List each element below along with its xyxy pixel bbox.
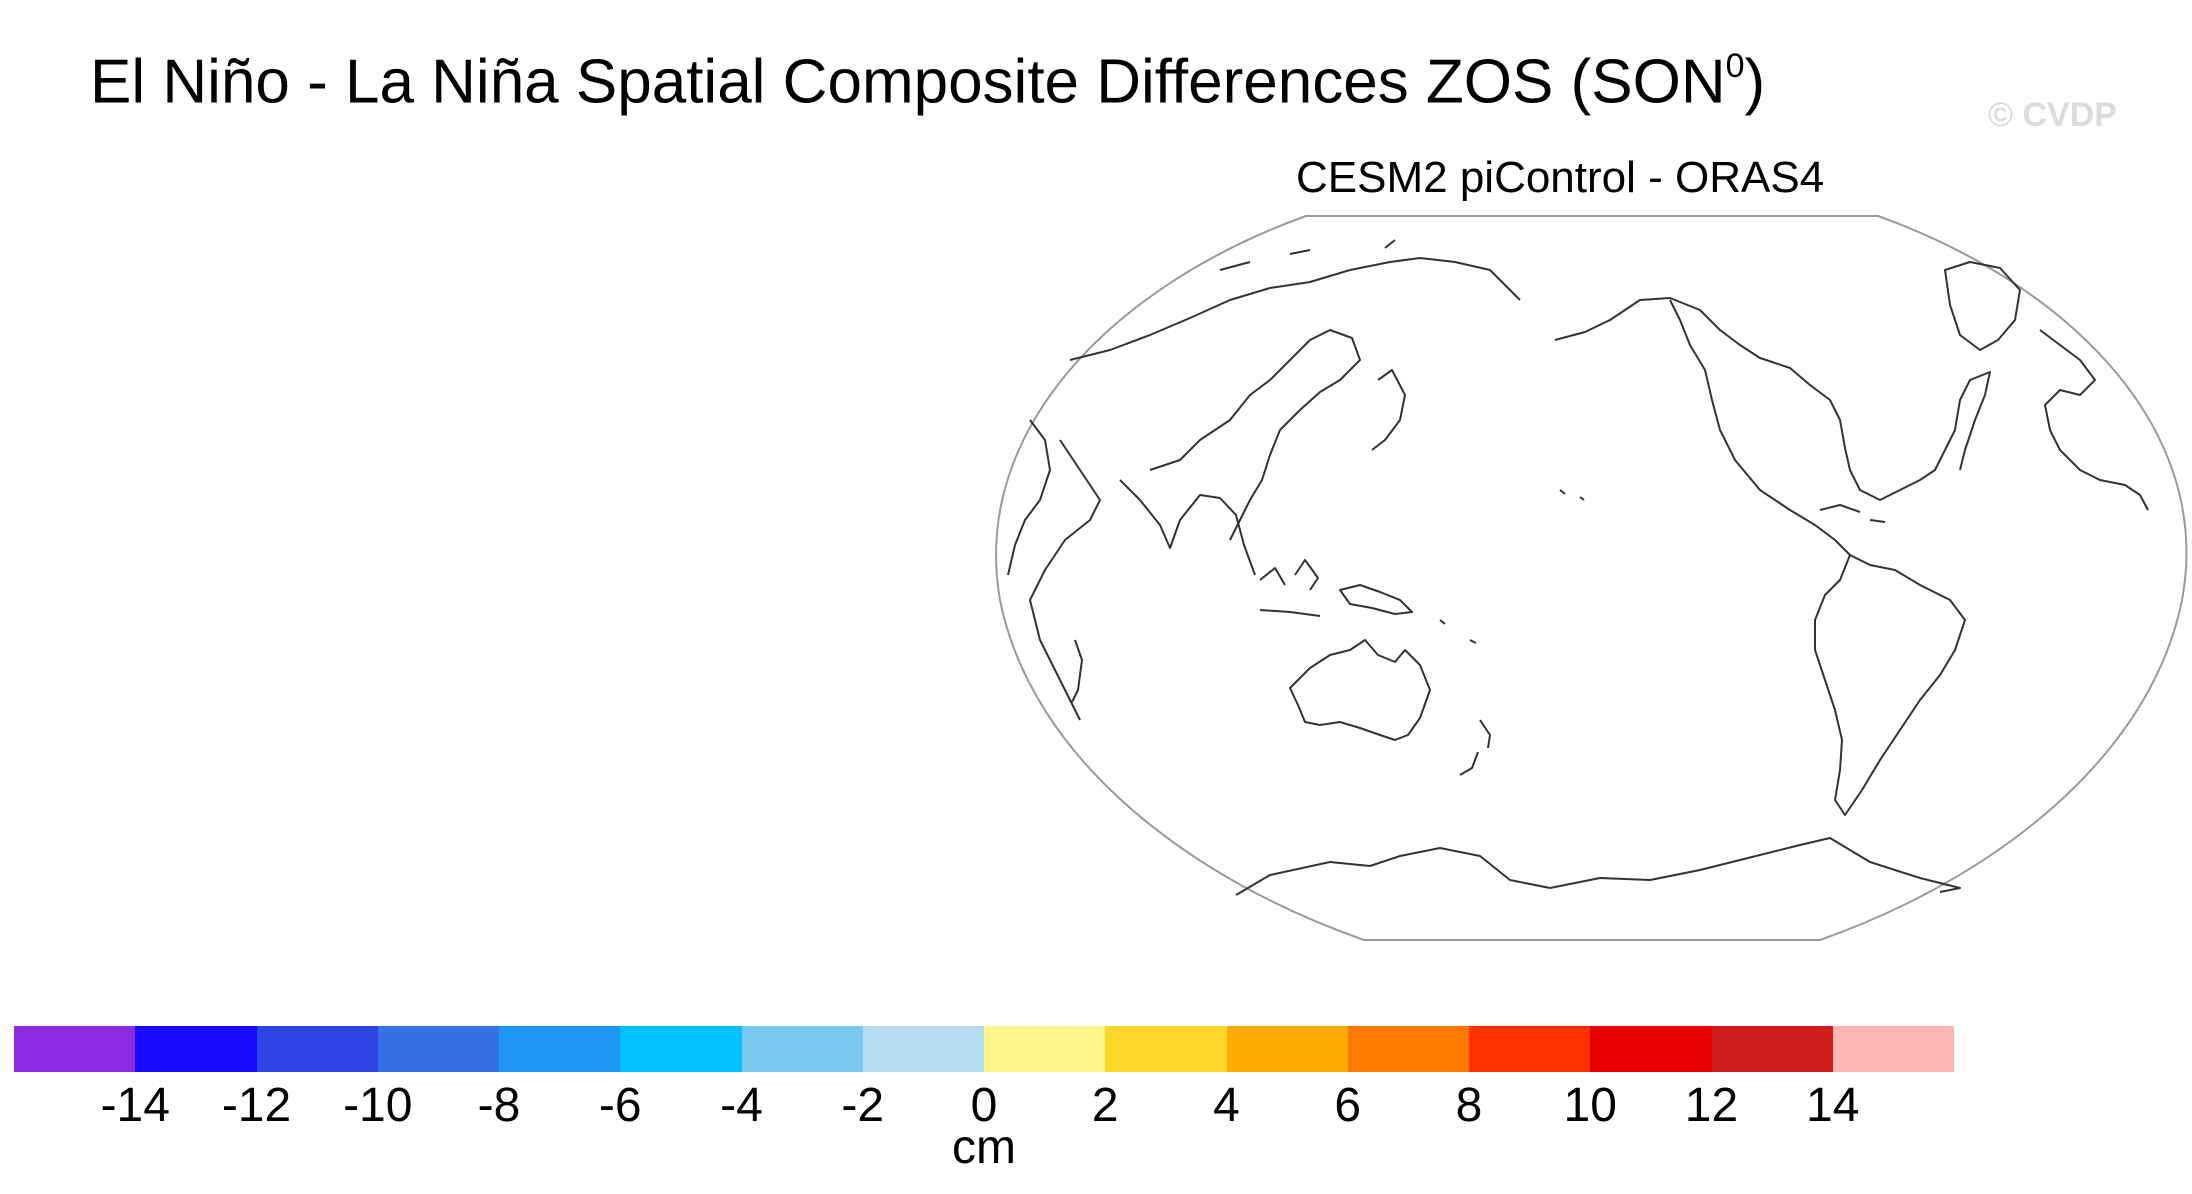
coastline-canada-west: [1669, 299, 1851, 556]
robinson-globe-outline: [995, 215, 2188, 941]
colorbar-cell: [499, 1026, 621, 1072]
coastline-pacific-islands: [1439, 489, 1585, 644]
colorbar-cell: [377, 1026, 499, 1072]
colorbar-cell: [14, 1026, 136, 1072]
colorbar: [14, 1026, 1954, 1072]
colorbar-cell: [984, 1026, 1106, 1072]
coastline-new-zealand: [1459, 719, 1491, 776]
coastline-northern-eurasia: [1069, 257, 1521, 361]
colorbar-cell: [1711, 1026, 1833, 1072]
colorbar-cell: [862, 1026, 984, 1072]
colorbar-tick-label: 2: [1091, 1079, 1119, 1132]
colorbar-tick-label: 8: [1455, 1079, 1483, 1132]
colorbar-tick-label: -2: [841, 1079, 885, 1132]
colorbar-cell: [1347, 1026, 1469, 1072]
coastline-europe-africa-west: [2039, 329, 2149, 511]
colorbar-cell: [1469, 1026, 1591, 1072]
coastline-caribbean: [1819, 504, 1886, 523]
coastline-new-guinea: [1339, 584, 1413, 615]
coastlines: [1007, 239, 2149, 896]
coastline-africa-west-edge: [1007, 419, 1051, 576]
coastline-south-america: [1814, 554, 1966, 816]
colorbar-cell: [741, 1026, 863, 1072]
colorbar-tick-label: 6: [1334, 1079, 1362, 1132]
colorbar-tick-label: -6: [598, 1079, 642, 1132]
colorbar-tick-label: -4: [720, 1079, 763, 1132]
colorbar-tick-label: -8: [477, 1079, 521, 1132]
colorbar-tick-label: 4: [1213, 1079, 1240, 1132]
colorbar-tick-label: -14: [100, 1079, 170, 1132]
colorbar-tick-label: -10: [343, 1079, 413, 1132]
coastline-indonesia: [1259, 559, 1321, 617]
title-text: El Niño - La Niña Spatial Composite Diff…: [90, 47, 1726, 117]
colorbar-cell: [135, 1026, 257, 1072]
colorbar-tick-label: 12: [1684, 1079, 1739, 1132]
cvdp-watermark: © CVDP: [1988, 96, 2117, 134]
coastline-madagascar: [1071, 639, 1083, 703]
coastline-south-asia: [1119, 479, 1256, 576]
colorbar-cell: [256, 1026, 378, 1072]
coastline-japan: [1371, 369, 1406, 451]
colorbar-ticks: -14 -12 -10 -8 -6 -4 -2 0 2 4 6 8 10 12 14: [0, 1078, 2192, 1134]
panel-subtitle: CESM2 piControl - ORAS4: [1296, 153, 1825, 202]
coastline-east-asia: [1149, 329, 1361, 541]
colorbar-cell: [1226, 1026, 1348, 1072]
coastline-africa-east: [1029, 439, 1101, 721]
figure-title: El Niño - La Niña Spatial Composite Diff…: [90, 30, 1765, 123]
coastline-north-america: [1554, 297, 1991, 501]
colorbar-cell: [1832, 1026, 1954, 1072]
coastline-arctic-islands: [1219, 239, 1396, 271]
colorbar-cell: [1590, 1026, 1712, 1072]
colorbar-tick-label: 10: [1563, 1079, 1617, 1132]
colorbar-cell: [1105, 1026, 1227, 1072]
colorbar-tick-label: -12: [221, 1079, 292, 1132]
colorbar-cell: [620, 1026, 742, 1072]
title-superscript: 0: [1725, 47, 1745, 85]
coastline-australia: [1289, 639, 1431, 741]
title-close: ): [1744, 47, 1766, 117]
coastline-antarctica: [1235, 837, 1961, 896]
colorbar-tick-label: 0: [970, 1079, 998, 1132]
colorbar-tick-label: 14: [1806, 1079, 1860, 1132]
coastline-greenland: [1944, 261, 2021, 351]
colorbar-units: cm: [952, 1121, 1016, 1174]
